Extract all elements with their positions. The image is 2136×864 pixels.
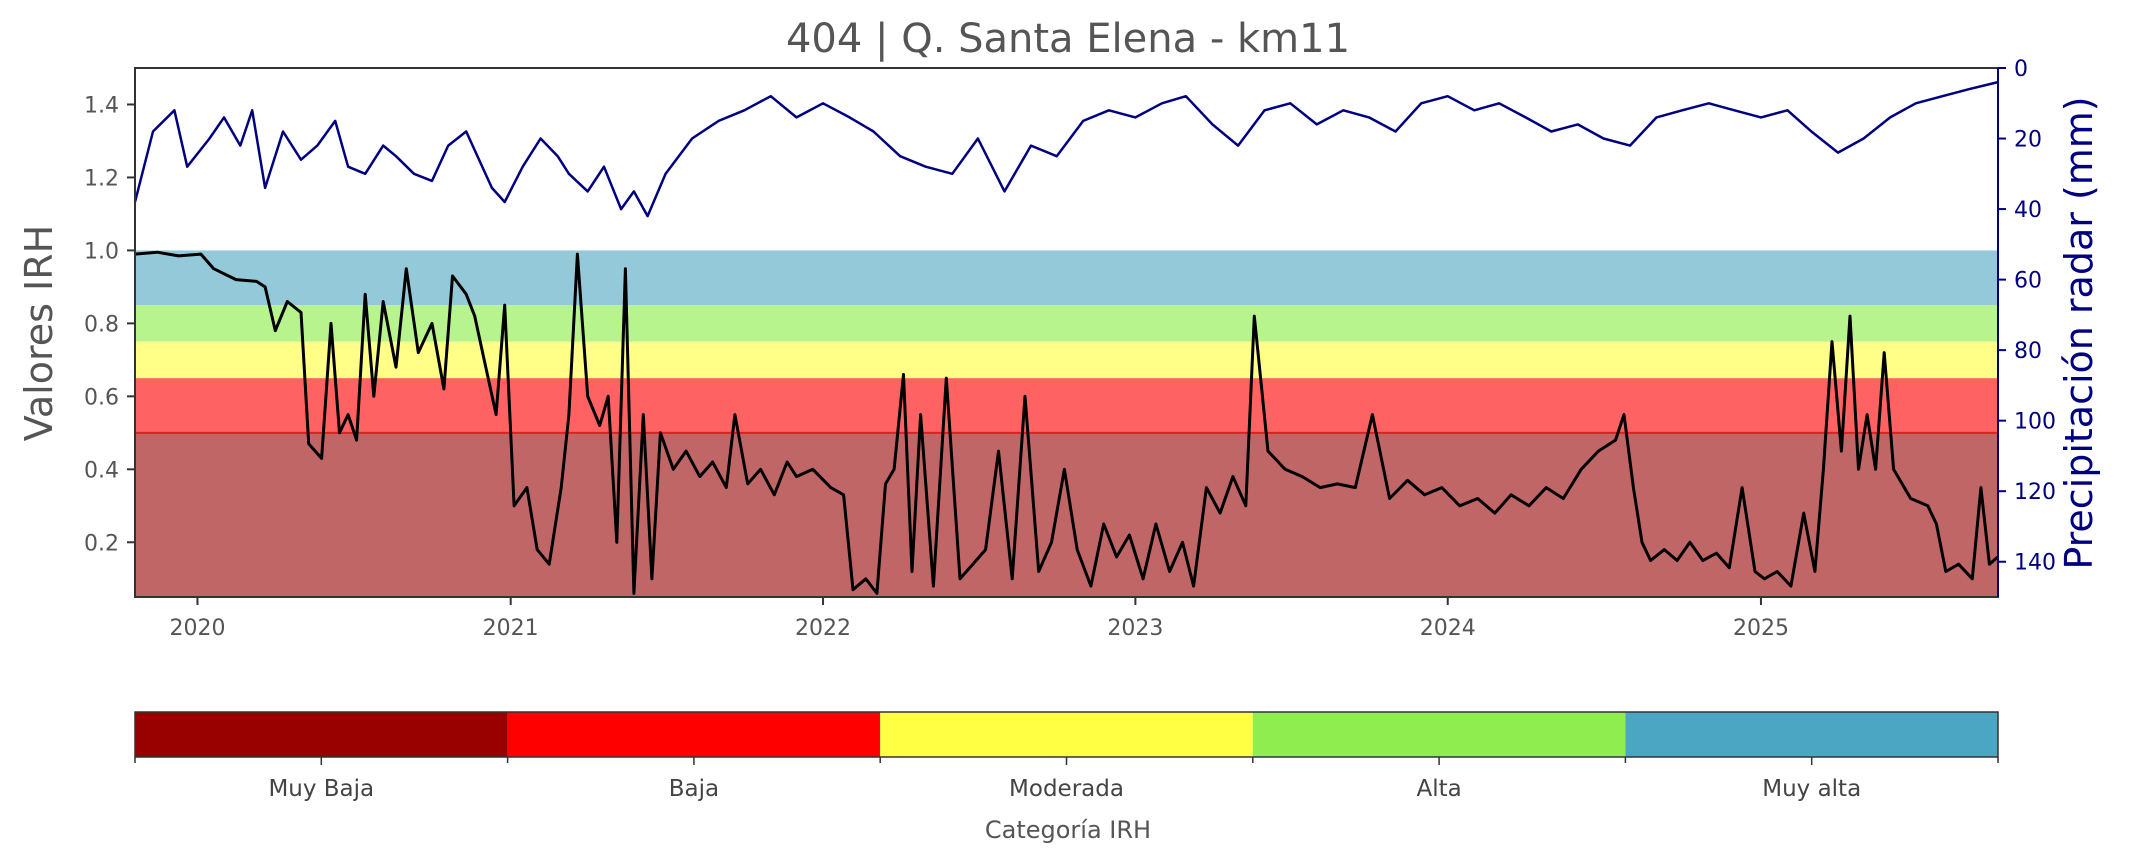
x-tick-label: 2020	[169, 616, 225, 641]
x-tick-label: 2022	[795, 616, 851, 641]
y2-tick-label: 140	[2014, 551, 2056, 576]
colorbar-tick-label: Alta	[1416, 776, 1461, 802]
irh-line	[134, 250, 1999, 595]
y-tick-label: 0.4	[84, 458, 119, 483]
colorbar-segment-alta	[1252, 712, 1626, 757]
y-tick-label: 1.4	[84, 93, 119, 118]
y2-tick-label: 20	[2014, 128, 2042, 153]
band-alta	[135, 305, 1998, 342]
y2-tick-label: 0	[2014, 57, 2028, 82]
y2-axis-label: Precipitación radar (mm)	[2057, 96, 2101, 569]
y-axis-right: 0 20 40 60 80 100 120 140	[1997, 57, 2056, 597]
colorbar-tick-label: Muy alta	[1762, 776, 1861, 802]
x-tick-label: 2023	[1107, 616, 1163, 641]
y2-tick-label: 80	[2014, 339, 2042, 364]
band-muy-baja	[135, 432, 1998, 597]
precipitation-line	[133, 80, 1999, 218]
y-tick-label: 1.2	[84, 166, 119, 191]
y-axis-label: Valores IRH	[17, 225, 61, 441]
colorbar-tick-label: Baja	[669, 776, 719, 802]
x-tick-label: 2021	[483, 616, 539, 641]
colorbar-segment-moderada	[880, 712, 1253, 757]
irh-series	[134, 250, 1999, 595]
y-tick-label: 0.6	[84, 385, 119, 410]
y2-tick-label: 120	[2014, 480, 2056, 505]
precipitation-series	[133, 80, 1999, 218]
y-tick-label: 0.8	[84, 312, 119, 337]
colorbar-frame	[134, 711, 1999, 758]
y2-tick-label: 40	[2014, 198, 2042, 223]
band-muy-alta	[135, 250, 1998, 306]
x-tick-label: 2024	[1420, 616, 1476, 641]
x-tick-label: 2025	[1733, 616, 1789, 641]
colorbar-label: Categoría IRH	[985, 816, 1151, 844]
colorbar-tick-label: Muy Baja	[268, 776, 374, 802]
colorbar-tick-label: Moderada	[1009, 776, 1124, 802]
chart-title: 404 | Q. Santa Elena - km11	[786, 16, 1350, 62]
y2-tick-label: 60	[2014, 269, 2042, 294]
category-colorbar: Muy Baja Baja Moderada Alta Muy alta	[134, 711, 1999, 802]
colorbar-segment-muy-alta	[1625, 712, 1998, 757]
band-baja	[135, 378, 1998, 433]
category-bands	[135, 250, 1998, 597]
y-tick-label: 1.0	[84, 239, 119, 264]
x-axis: 2020 2021 2022 2023 2024 2025	[169, 597, 1789, 641]
colorbar-segment-baja	[507, 712, 881, 757]
colorbar-segment-muy-baja	[135, 712, 508, 757]
y2-tick-label: 100	[2014, 410, 2056, 435]
y-tick-label: 0.2	[84, 531, 119, 556]
y-axis-left: 0.2 0.4 0.6 0.8 1.0 1.2 1.4	[84, 93, 135, 556]
band-moderada	[135, 341, 1998, 379]
